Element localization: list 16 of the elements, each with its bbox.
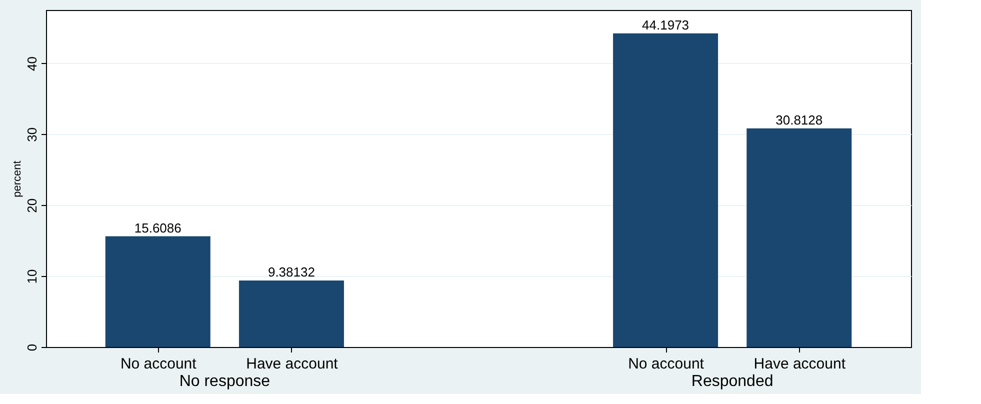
x-tick-label: No account [628,356,705,372]
data-label: 9.38132 [268,264,315,280]
y-tick-label: 0 [24,344,40,352]
y-tick-label: 30 [24,127,40,142]
data-label: 30.8128 [776,112,823,128]
y-axis-title: percent [12,160,24,198]
text: No response [179,373,270,390]
y-tick-label: 40 [24,56,40,71]
text: Responded [691,373,774,390]
data-label: 15.6086 [134,220,182,236]
x-tick-label: Have account [754,356,846,372]
x-tick-label: Have account [246,356,339,372]
data-label: 44.1973 [642,17,690,32]
y-tick-label: 20 [24,198,40,213]
x-tick-label: No account [120,356,198,372]
y-tick-label: 10 [24,269,40,284]
